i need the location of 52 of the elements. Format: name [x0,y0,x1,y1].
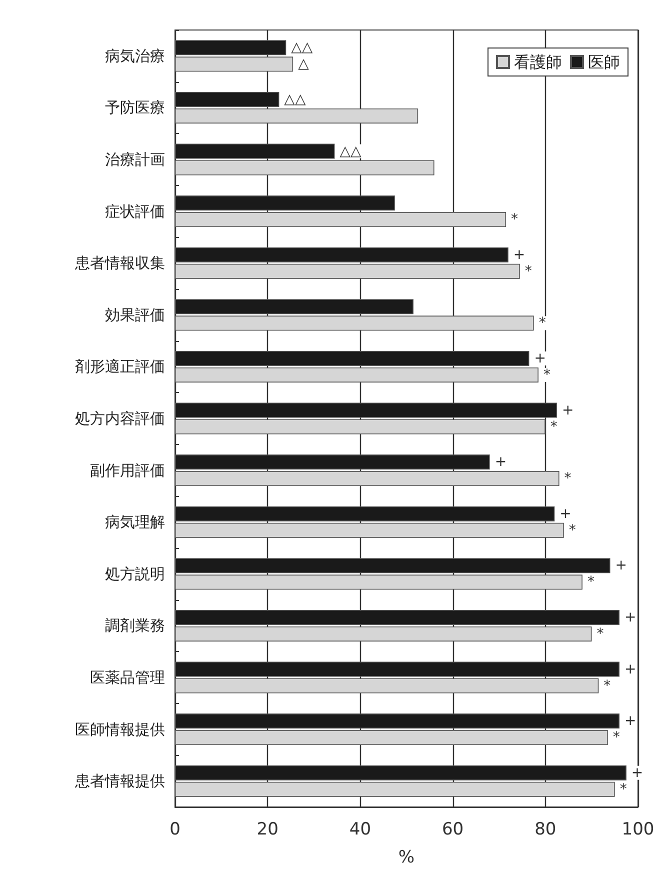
annotation: * [564,470,572,487]
y-tick-label: 副作用評価 [90,461,165,480]
y-tick-label: 医師情報提供 [75,720,165,738]
annotation: * [587,574,594,590]
annotation: + [494,454,507,470]
annotation: △ [298,56,310,72]
y-tick-label: 効果評価 [105,306,165,324]
y-tick-label: 調剤業務 [105,616,165,635]
legend-label: 看護師 [514,52,562,72]
annotation: + [631,764,644,781]
x-axis-title: % [398,848,415,868]
annotation: + [624,661,636,678]
y-tick-label: 治療計画 [105,150,165,168]
y-tick-label: 病気治療 [105,46,165,65]
y-tick-label: 処方内容評価 [75,410,165,428]
annotation: * [596,626,604,642]
y-tick-label: 剤形適正評価 [75,358,165,376]
annotation: △△ [291,40,313,56]
y-tick-label: 処方説明 [105,564,165,583]
y-tick-label: 予防医療 [105,98,165,117]
annotation: + [624,713,636,730]
annotation: △△ [340,143,362,160]
legend-label: 医師 [588,52,620,72]
x-tick-label: 0 [170,820,180,840]
x-tick-label: 20 [256,820,278,840]
bar [175,144,335,159]
y-tick-label: 症状評価 [105,202,165,220]
annotation: + [513,246,526,263]
annotation: * [550,418,558,435]
y-tick-label: 医薬品管理 [90,668,165,686]
annotation: * [524,263,532,280]
annotation: + [615,558,627,574]
x-tick-label: 80 [534,820,556,840]
annotation: * [538,315,546,332]
annotation: * [612,730,620,746]
bar [175,160,434,176]
x-tick-label: 40 [349,820,372,840]
annotation: + [624,609,636,626]
annotation: * [604,678,611,694]
annotation: * [568,522,576,538]
annotation: * [511,212,518,228]
x-tick-label: 100 [622,820,654,840]
annotation: * [620,781,627,798]
x-tick-label: 60 [442,820,464,840]
y-tick-label: 病気理解 [105,513,165,532]
annotation: + [562,402,574,418]
annotation: * [543,366,550,383]
annotation: + [560,506,572,522]
y-tick-label: 患者情報収集 [74,254,165,272]
annotation: + [534,350,546,366]
annotation: △△ [284,91,306,108]
y-tick-label: 患者情報提供 [74,772,165,790]
